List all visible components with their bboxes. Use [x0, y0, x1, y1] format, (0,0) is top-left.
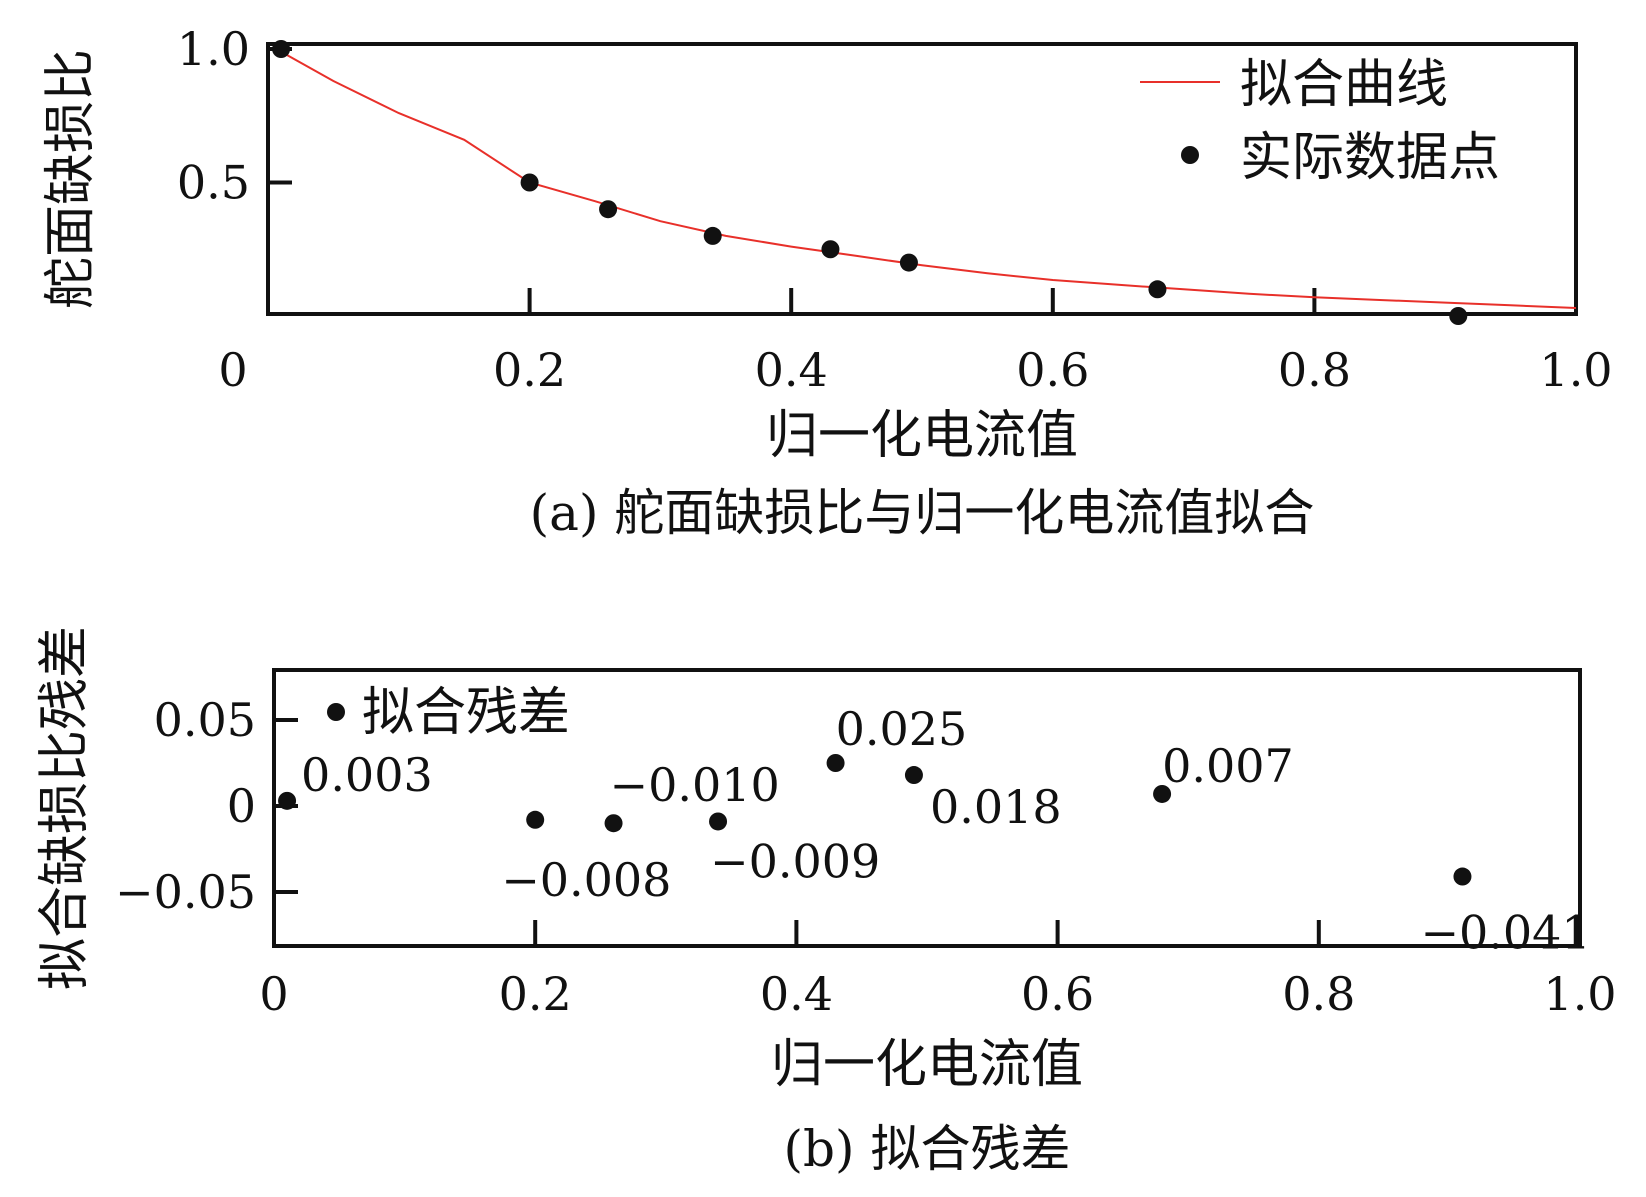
a-xtick-label: 0	[218, 343, 247, 397]
residual-data-point	[709, 812, 728, 831]
legend-residual-swatch	[327, 703, 345, 721]
residual-value-label: −0.008	[501, 853, 671, 907]
panel-b: 0 0.2 0.4 0.6 0.8 1.00.050−0.05 0.003−0.008−0…	[35, 626, 1617, 1178]
b-ylabel: 拟合缺损比残差	[35, 626, 95, 990]
residual-value-label: −0.009	[710, 834, 880, 888]
a-axes: 0 0.2 0.4 0.6 0.8 1.0 0.5 1.0	[177, 22, 1613, 397]
residual-data-point	[904, 766, 923, 785]
actual-points	[272, 40, 1468, 325]
a-ytick-label: 0.5	[177, 156, 250, 210]
b-xtick-label: 0	[259, 967, 288, 1021]
b-xtick-label: 0.6	[1021, 967, 1094, 1021]
legend-points-label: 实际数据点	[1240, 128, 1500, 188]
actual-data-point	[1148, 280, 1167, 299]
b-xtick-label: 0.4	[760, 967, 833, 1021]
residual-value-label: 0.025	[836, 702, 968, 756]
residual-value-label: 0.003	[301, 748, 433, 802]
legend-fit-label: 拟合曲线	[1240, 55, 1448, 115]
actual-data-point	[272, 40, 291, 58]
a-xtick-label: 0.4	[755, 343, 828, 397]
caption-a: (a) 舵面缺损比与归一化电流值拟合	[530, 484, 1315, 542]
residual-data-point	[604, 814, 623, 833]
b-ytick-label: 0.05	[154, 693, 256, 747]
a-xtick-label: 1.0	[1539, 343, 1612, 397]
caption-b: (b) 拟合残差	[784, 1120, 1071, 1178]
b-ytick-label: 0	[227, 779, 256, 833]
a-xlabel: 归一化电流值	[766, 406, 1078, 466]
b-xtick-label: 1.0	[1543, 967, 1616, 1021]
legend-b: 拟合残差	[327, 683, 570, 743]
residual-value-label: 0.018	[930, 780, 1062, 834]
b-ytick-label: −0.05	[115, 865, 256, 919]
actual-data-point	[821, 240, 840, 259]
residual-value-label: −0.010	[610, 758, 780, 812]
plot-frame-a	[266, 42, 1578, 316]
a-xtick-label: 0.6	[1016, 343, 1089, 397]
actual-data-point	[899, 253, 918, 272]
actual-data-point	[703, 226, 722, 245]
a-ytick-label: 1.0	[177, 22, 250, 76]
legend-a: 拟合曲线 实际数据点	[1140, 55, 1500, 188]
residual-points: 0.003 −0.008 −0.010 −0.009 0.025 0.018 0.007 −0…	[278, 702, 1591, 960]
residual-value-label: 0.007	[1162, 739, 1294, 793]
b-xtick-label: 0.2	[499, 967, 572, 1021]
legend-points-swatch	[1181, 146, 1199, 164]
residual-data-point	[1453, 867, 1472, 886]
a-xtick-label: 0.2	[493, 343, 566, 397]
b-xtick-label: 0.8	[1282, 967, 1355, 1021]
actual-data-point	[520, 173, 539, 192]
legend-residual-label: 拟合残差	[362, 683, 570, 743]
residual-data-point	[826, 754, 845, 772]
a-ylabel: 舵面缺损比	[41, 49, 101, 309]
residual-data-point	[1153, 784, 1172, 803]
residual-data-point	[278, 791, 297, 810]
a-xtick-label: 0.8	[1278, 343, 1351, 397]
actual-data-point	[599, 200, 618, 219]
actual-data-point	[1449, 307, 1468, 325]
residual-data-point	[526, 810, 545, 829]
fit-curve	[280, 50, 1577, 309]
b-xlabel: 归一化电流值	[771, 1035, 1083, 1095]
residual-value-label: −0.041	[1420, 906, 1590, 960]
panel-a: 0 0.2 0.4 0.6 0.8 1.0 0.5 1.0 拟合曲线 实际数据点 归一化电流值…	[41, 22, 1613, 542]
